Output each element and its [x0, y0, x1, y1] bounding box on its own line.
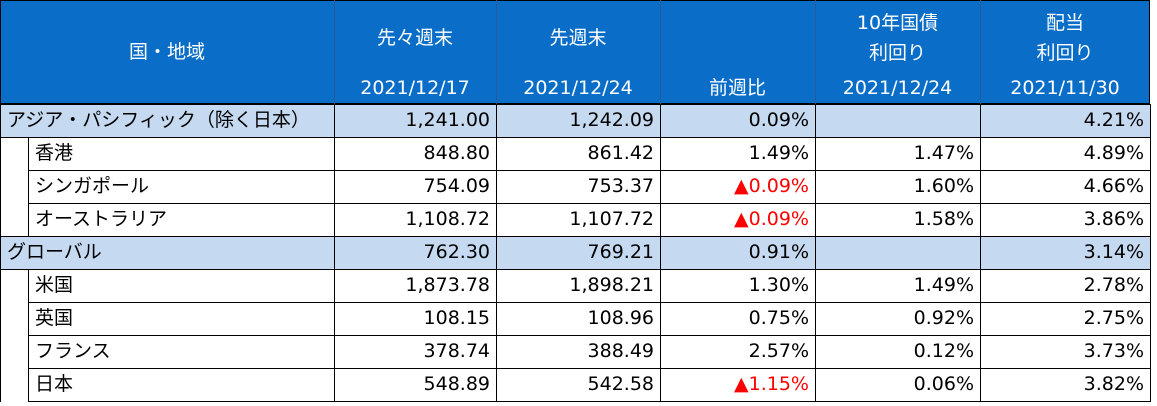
- cell: 0.75%: [660, 302, 816, 336]
- indent: [0, 335, 29, 369]
- cell: 1,108.72: [334, 203, 497, 237]
- cell: 3.73%: [980, 335, 1151, 369]
- header-text: 利回り: [868, 42, 926, 64]
- cell: 762.30: [334, 236, 497, 270]
- cell: 4.89%: [980, 137, 1151, 171]
- header-sub: 2021/12/24: [523, 77, 633, 99]
- indent: [0, 368, 29, 402]
- cell: [815, 104, 981, 138]
- indent: [0, 302, 29, 336]
- cell: 0.92%: [815, 302, 981, 336]
- cell: 4.66%: [980, 170, 1151, 204]
- cell: 1,107.72: [496, 203, 661, 237]
- cell: 0.06%: [815, 368, 981, 402]
- cell: 378.74: [334, 335, 497, 369]
- indent: [0, 137, 29, 171]
- cell: [815, 236, 981, 270]
- header-text: 国・地域: [128, 41, 205, 63]
- header-text: 利回り: [1036, 42, 1094, 64]
- cell: 754.09: [334, 170, 497, 204]
- header-divider: [660, 0, 661, 104]
- cell: 1.58%: [815, 203, 981, 237]
- cell: 548.89: [334, 368, 497, 402]
- row-label: 日本: [28, 368, 335, 402]
- cell: 769.21: [496, 236, 661, 270]
- cell: 1,242.09: [496, 104, 661, 138]
- row-label: フランス: [28, 335, 335, 369]
- header-sub: 2021/12/17: [360, 77, 470, 99]
- header-sub: 2021/11/30: [1010, 77, 1120, 99]
- cell: 1.47%: [815, 137, 981, 171]
- header-sub: 前週比: [708, 77, 766, 99]
- row-label: アジア・パシフィック（除く日本）: [0, 104, 335, 138]
- cell: 3.14%: [980, 236, 1151, 270]
- cell: 108.96: [496, 302, 661, 336]
- cell: 0.12%: [815, 335, 981, 369]
- header-text: 先々週末: [376, 27, 453, 49]
- cell: 2.78%: [980, 269, 1151, 303]
- header-text: 先週末: [549, 27, 607, 49]
- header-bg: [0, 0, 1150, 104]
- cell: 3.86%: [980, 203, 1151, 237]
- header-sub: 2021/12/24: [842, 77, 953, 99]
- header-divider: [815, 0, 816, 104]
- cell: ▲0.09%: [660, 170, 816, 204]
- header-text: 配当: [1045, 12, 1084, 34]
- cell: 3.82%: [980, 368, 1151, 402]
- indent: [0, 269, 29, 303]
- row-label: 香港: [28, 137, 335, 171]
- cell: ▲1.15%: [660, 368, 816, 402]
- cell: 848.80: [334, 137, 497, 171]
- row-label: オーストラリア: [28, 203, 335, 237]
- cell: 1,241.00: [334, 104, 497, 138]
- header-divider: [334, 0, 335, 104]
- cell: 2.75%: [980, 302, 1151, 336]
- cell: ▲0.09%: [660, 203, 816, 237]
- cell: 542.58: [496, 368, 661, 402]
- header-divider: [496, 0, 497, 104]
- cell: 0.09%: [660, 104, 816, 138]
- indent: [0, 170, 29, 204]
- cell: 4.21%: [980, 104, 1151, 138]
- header-text: 10年国債: [856, 12, 939, 34]
- cell: 108.15: [334, 302, 497, 336]
- cell: 388.49: [496, 335, 661, 369]
- header-divider: [980, 0, 981, 104]
- cell: 1,898.21: [496, 269, 661, 303]
- row-label: シンガポール: [28, 170, 335, 204]
- cell: 861.42: [496, 137, 661, 171]
- row-label: グローバル: [0, 236, 335, 270]
- row-label: 米国: [28, 269, 335, 303]
- cell: 1.60%: [815, 170, 981, 204]
- cell: 1,873.78: [334, 269, 497, 303]
- cell: 1.30%: [660, 269, 816, 303]
- cell: 1.49%: [815, 269, 981, 303]
- cell: 0.91%: [660, 236, 816, 270]
- cell: 1.49%: [660, 137, 816, 171]
- cell: 753.37: [496, 170, 661, 204]
- indent: [0, 203, 29, 237]
- cell: 2.57%: [660, 335, 816, 369]
- row-label: 英国: [28, 302, 335, 336]
